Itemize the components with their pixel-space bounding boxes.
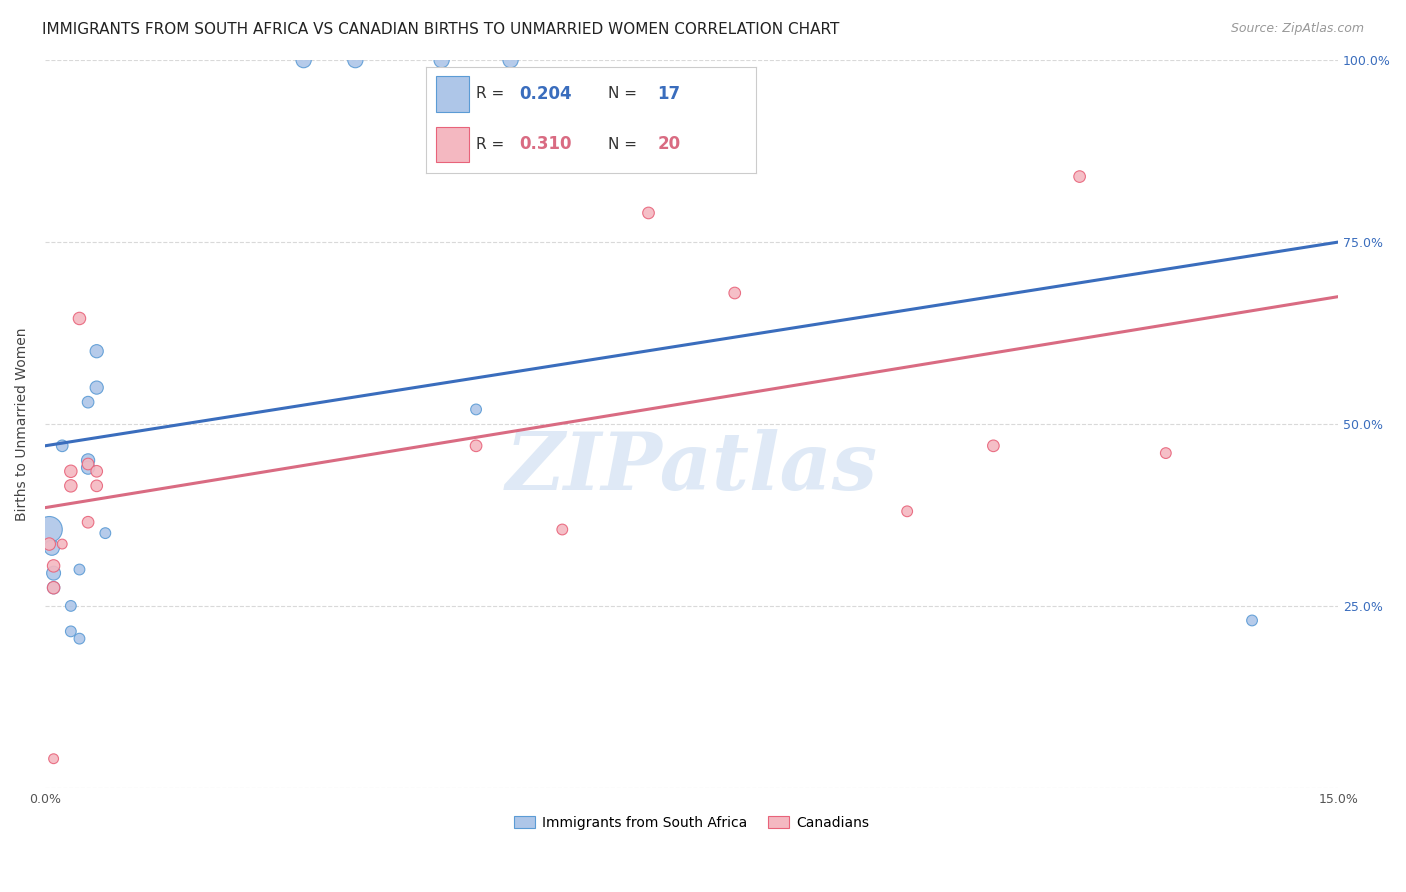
Point	[38, 523, 60, 537]
Point	[69, 632, 91, 646]
Point	[77, 515, 100, 529]
Point	[983, 439, 1005, 453]
Point	[344, 53, 367, 67]
Point	[430, 53, 453, 67]
Text: Source: ZipAtlas.com: Source: ZipAtlas.com	[1230, 22, 1364, 36]
Point	[59, 464, 82, 478]
Point	[42, 581, 65, 595]
Point	[86, 344, 108, 359]
Point	[42, 566, 65, 581]
Point	[551, 523, 574, 537]
Point	[51, 439, 73, 453]
Point	[59, 479, 82, 493]
Point	[77, 460, 100, 475]
Point	[1241, 614, 1264, 628]
Point	[59, 599, 82, 613]
Point	[499, 53, 522, 67]
Point	[77, 453, 100, 467]
Point	[59, 624, 82, 639]
Point	[292, 53, 315, 67]
Point	[41, 541, 63, 555]
Y-axis label: Births to Unmarried Women: Births to Unmarried Women	[15, 327, 30, 521]
Point	[465, 439, 488, 453]
Point	[724, 285, 747, 300]
Text: ZIPatlas: ZIPatlas	[506, 429, 877, 507]
Point	[896, 504, 918, 518]
Point	[465, 402, 488, 417]
Point	[51, 537, 73, 551]
Point	[94, 526, 117, 541]
Point	[1069, 169, 1091, 184]
Point	[69, 311, 91, 326]
Point	[42, 558, 65, 573]
Point	[77, 395, 100, 409]
Point	[86, 464, 108, 478]
Legend: Immigrants from South Africa, Canadians: Immigrants from South Africa, Canadians	[509, 810, 875, 836]
Point	[38, 537, 60, 551]
Point	[86, 381, 108, 395]
Point	[69, 562, 91, 576]
Point	[77, 457, 100, 471]
Point	[86, 479, 108, 493]
Text: IMMIGRANTS FROM SOUTH AFRICA VS CANADIAN BIRTHS TO UNMARRIED WOMEN CORRELATION C: IMMIGRANTS FROM SOUTH AFRICA VS CANADIAN…	[42, 22, 839, 37]
Point	[42, 752, 65, 766]
Point	[1154, 446, 1177, 460]
Point	[42, 581, 65, 595]
Point	[637, 206, 659, 220]
